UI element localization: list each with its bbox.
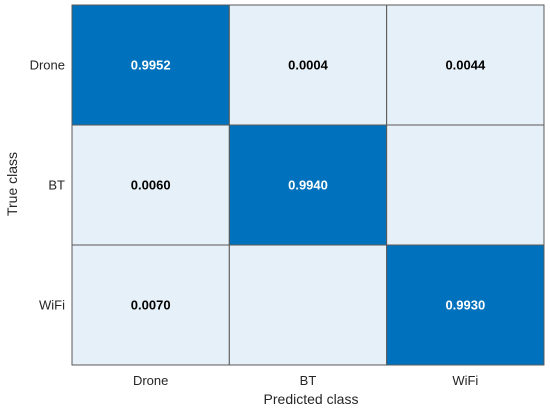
cell-value-label: 0.0060: [131, 178, 171, 193]
y-tick-label: Drone: [30, 58, 65, 73]
matrix-cell-bt-wifi: [386, 124, 545, 246]
y-axis-label: True class: [4, 152, 20, 216]
cell-value-label: 0.0044: [445, 58, 486, 73]
y-tick-label: BT: [48, 178, 65, 193]
matrix-cell-drone-wifi: [386, 4, 545, 126]
matrix-cell-wifi-drone: [71, 244, 230, 366]
cell-value-label: 0.9940: [288, 178, 328, 193]
matrix-cell-bt-bt: [228, 124, 388, 246]
x-tick-label: Drone: [133, 373, 168, 388]
x-axis-label: Predicted class: [264, 391, 359, 407]
cell-value-label: 0.9952: [131, 58, 171, 73]
cell-value-label: 0.9930: [445, 298, 485, 313]
matrix-cell-drone-bt: [228, 4, 388, 126]
x-tick-labels: Drone BT WiFi: [133, 373, 478, 388]
matrix-cell-bt-drone: [71, 124, 230, 246]
cell-value-label: 0.0070: [131, 298, 171, 313]
matrix-cell-drone-drone: [71, 4, 230, 126]
x-tick-label: WiFi: [452, 373, 478, 388]
matrix-cell-wifi-wifi: [386, 244, 545, 366]
matrix-cells: 0.9952 0.0004 0.0044 0.0060 0.9940 0.0070 0.99…: [71, 4, 545, 366]
x-tick-label: BT: [300, 373, 317, 388]
y-tick-label: WiFi: [39, 298, 65, 313]
matrix-cell-wifi-bt: [228, 244, 388, 366]
y-tick-labels: Drone BT WiFi: [30, 58, 66, 313]
cell-value-label: 0.0004: [288, 58, 329, 73]
